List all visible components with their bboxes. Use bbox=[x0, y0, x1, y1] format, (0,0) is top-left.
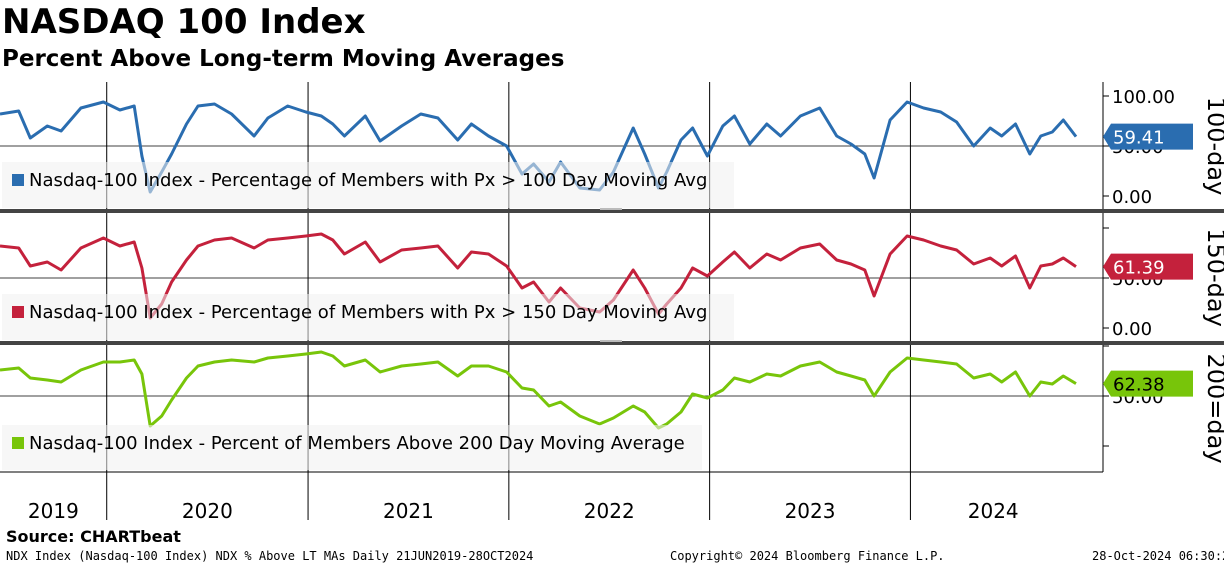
last-value-label: 61.39 bbox=[1113, 258, 1165, 279]
last-value-marker bbox=[1103, 253, 1193, 280]
y-tick-label: 0.00 bbox=[1112, 187, 1152, 208]
legend-label: Nasdaq-100 Index - Percentage of Members… bbox=[29, 302, 707, 323]
panel-separator bbox=[0, 209, 1224, 213]
chart-subtitle: Percent Above Long-term Moving Averages bbox=[2, 46, 565, 72]
source-label: Source: CHARTbeat bbox=[6, 527, 181, 546]
last-value-marker bbox=[1103, 370, 1193, 397]
side-label: 100-day bbox=[1202, 97, 1224, 196]
side-label: 200=day bbox=[1202, 353, 1224, 463]
legend-box bbox=[2, 425, 702, 470]
legend-box bbox=[2, 162, 734, 208]
legend-swatch bbox=[12, 174, 24, 186]
series-line-200=day bbox=[0, 350, 1077, 430]
x-tick-label: 2020 bbox=[182, 499, 233, 523]
legend-label: Nasdaq-100 Index - Percentage of Members… bbox=[29, 170, 707, 191]
panel-200=day: Nasdaq-100 Index - Percent of Members Ab… bbox=[0, 345, 1224, 472]
chart-title: NASDAQ 100 Index bbox=[2, 2, 366, 42]
last-value-marker bbox=[1103, 123, 1193, 150]
side-label: 150-day bbox=[1202, 228, 1224, 327]
footer-description: NDX Index (Nasdaq-100 Index) NDX % Above… bbox=[6, 549, 534, 563]
y-tick-label: 100.00 bbox=[1112, 87, 1175, 108]
legend-box bbox=[2, 294, 734, 340]
legend-label: Nasdaq-100 Index - Percent of Members Ab… bbox=[29, 433, 685, 454]
legend-swatch bbox=[12, 437, 24, 449]
chart-panels: Nasdaq-100 Index - Percentage of Members… bbox=[0, 82, 1224, 520]
x-tick-label: 2023 bbox=[785, 499, 836, 523]
x-tick-label: 2022 bbox=[584, 499, 635, 523]
x-tick-label: 2024 bbox=[968, 499, 1019, 523]
y-tick-label: 0.00 bbox=[1112, 319, 1152, 340]
resize-handle bbox=[600, 340, 622, 342]
x-tick-label: 2021 bbox=[383, 499, 434, 523]
panel-separator bbox=[0, 341, 1224, 345]
footer-copyright: Copyright© 2024 Bloomberg Finance L.P. bbox=[670, 549, 945, 563]
x-tick-label: 2019 bbox=[28, 499, 79, 523]
legend-swatch bbox=[12, 306, 24, 318]
last-value-label: 59.41 bbox=[1113, 128, 1165, 149]
panel-150-day: Nasdaq-100 Index - Percentage of Members… bbox=[0, 213, 1224, 345]
x-axis: 2019 2020 2021 2022 2023 2024 bbox=[28, 499, 1019, 523]
panel-100-day: Nasdaq-100 Index - Percentage of Members… bbox=[0, 82, 1224, 213]
last-value-label: 62.38 bbox=[1113, 375, 1165, 396]
resize-handle bbox=[600, 208, 622, 210]
footer-timestamp: 28-Oct-2024 06:30:23 bbox=[1092, 549, 1224, 563]
